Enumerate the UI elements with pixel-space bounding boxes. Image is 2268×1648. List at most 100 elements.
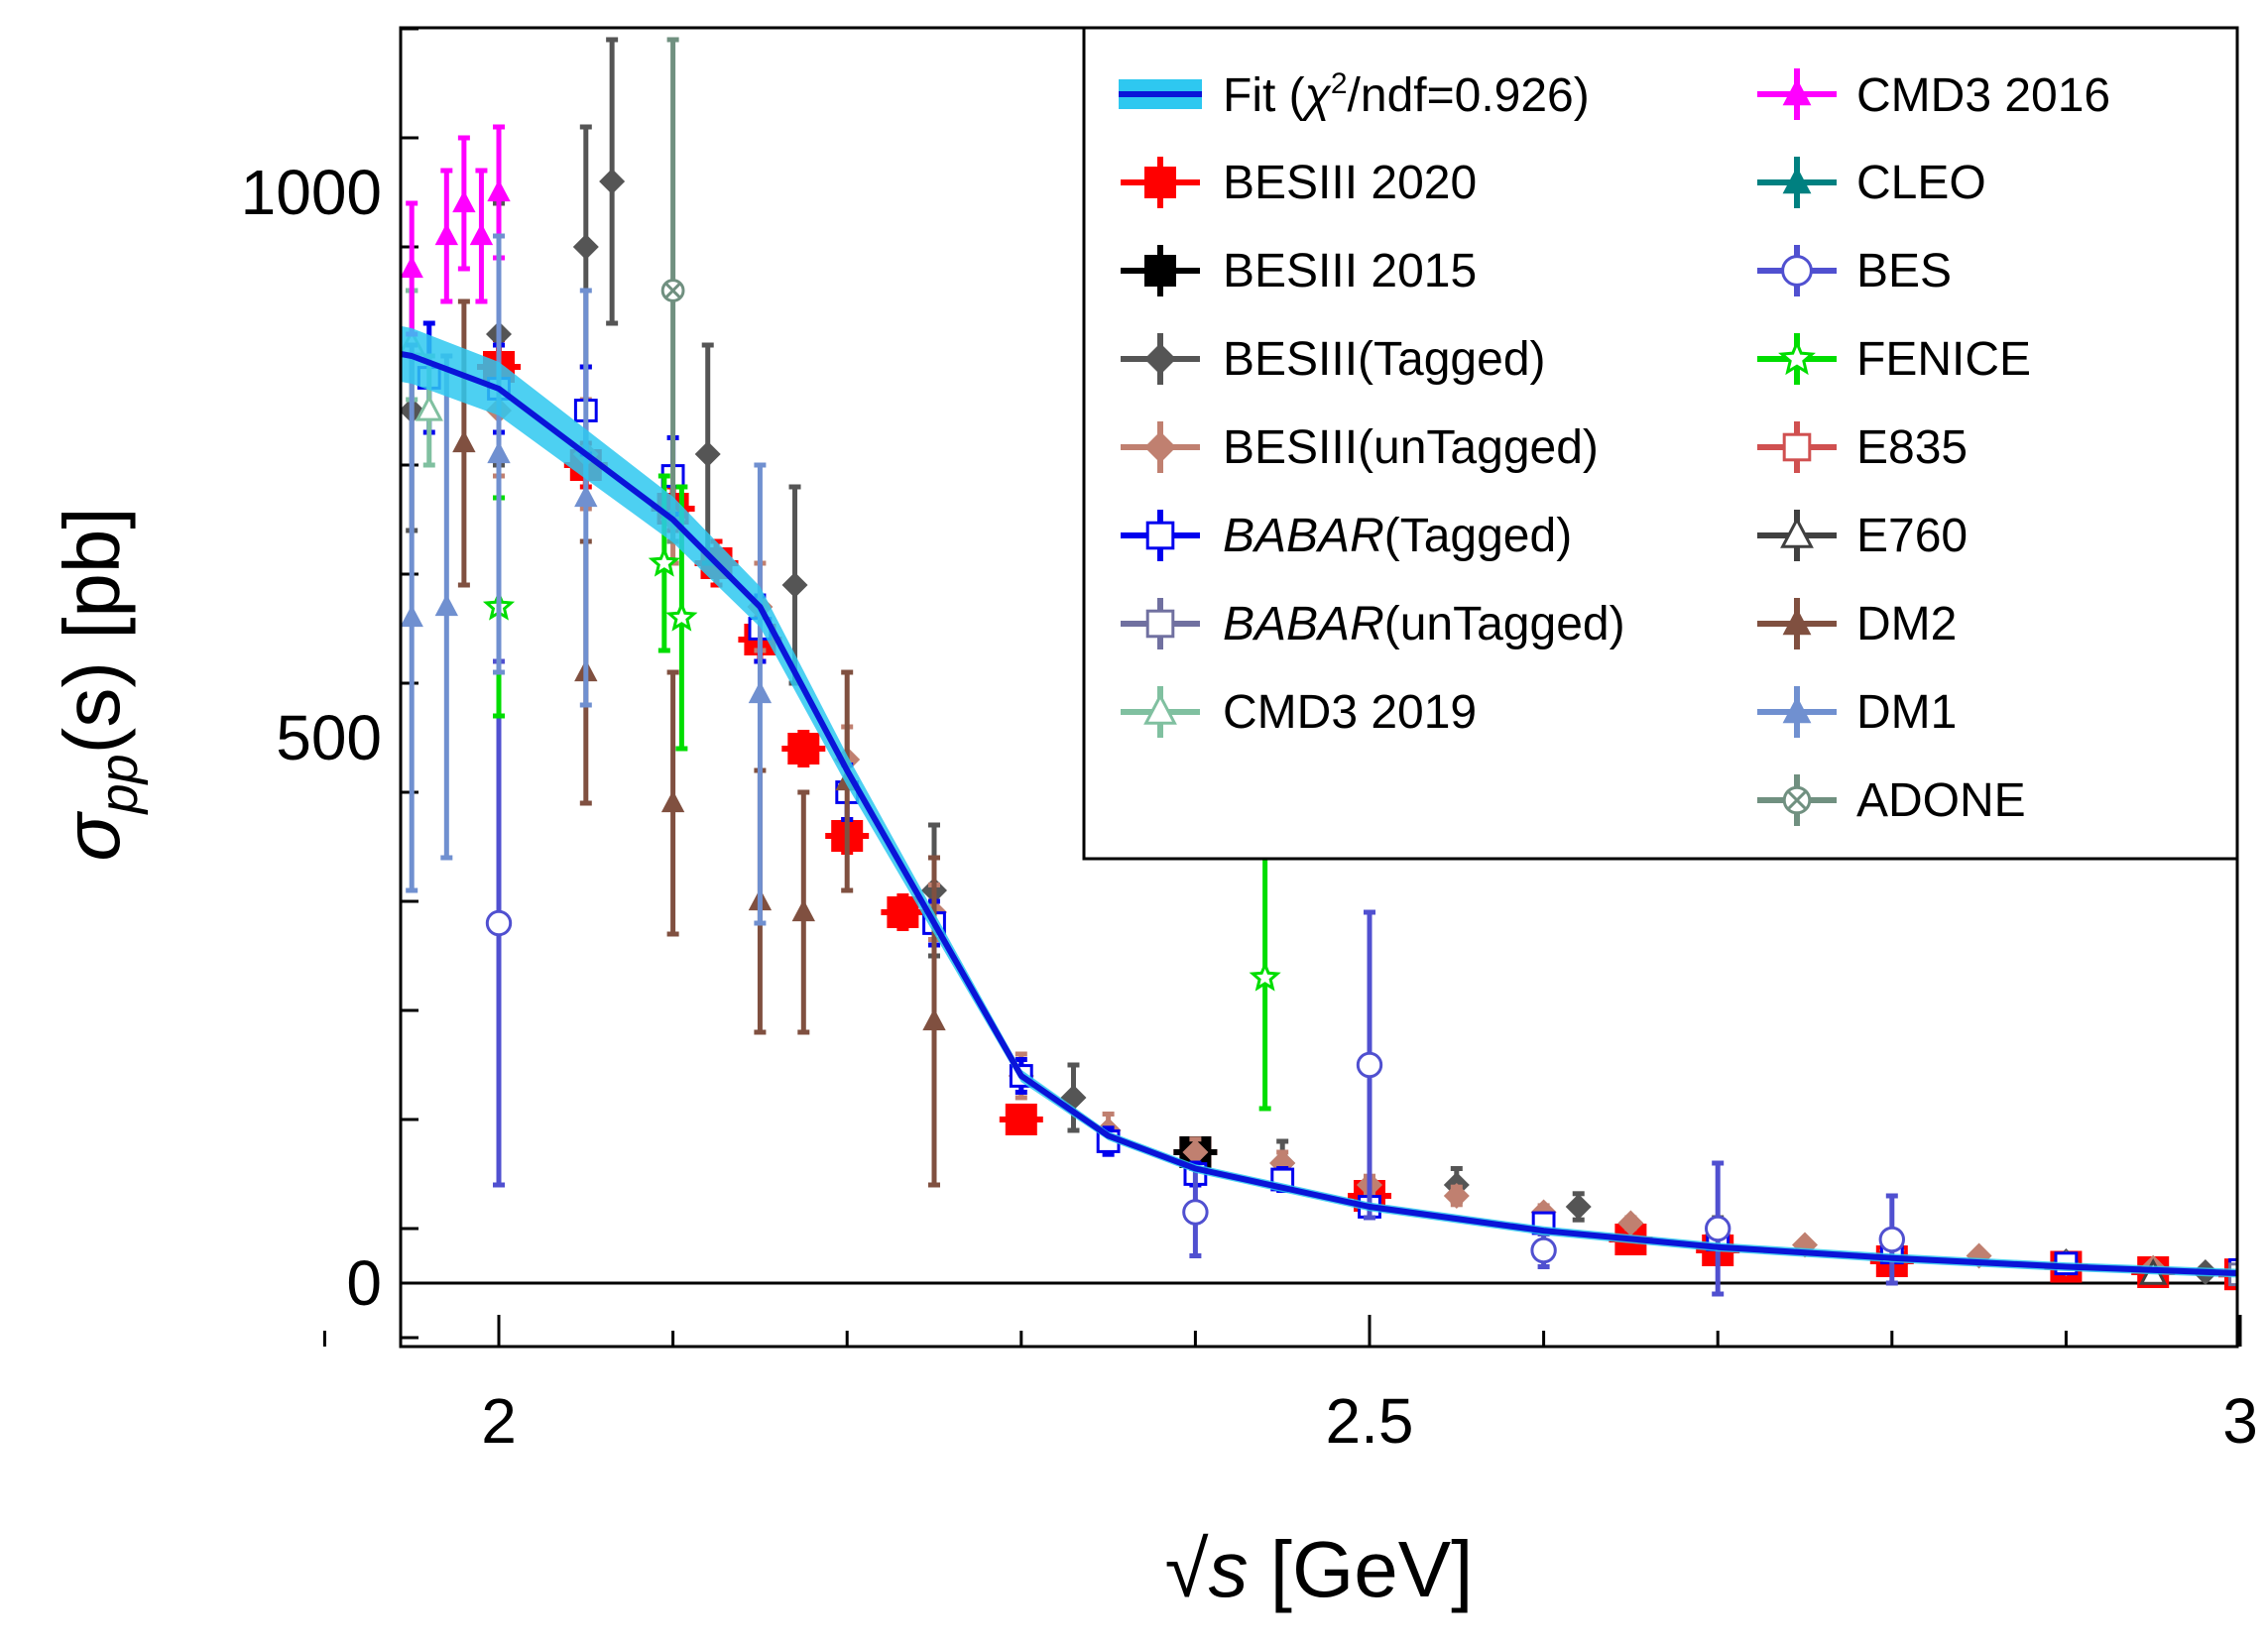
legend-marker-dm2 — [1757, 598, 1837, 649]
data-point — [660, 279, 685, 302]
data-point — [1530, 1236, 1557, 1264]
legend-frame — [1082, 26, 2239, 861]
data-point — [787, 733, 820, 765]
data-point — [665, 601, 698, 632]
data-point — [648, 546, 680, 577]
legend-label-cmd3-2016: CMD3 2016 — [1856, 69, 2110, 122]
legend-marker-besiii-untagged- — [1121, 421, 1200, 473]
legend-marker-besiii-2015 — [1121, 245, 1200, 296]
legend-label-fenice: FENICE — [1856, 333, 2031, 386]
x-axis-label: √s [GeV] — [1165, 1525, 1474, 1613]
data-point — [922, 1008, 946, 1031]
y-axis-label: σpp(s) [pb] — [48, 507, 149, 861]
data-point — [1249, 961, 1281, 992]
legend-marker-e760 — [1757, 510, 1837, 561]
legend-label-e835: E835 — [1856, 421, 1968, 474]
legend-label-besiii-2020: BESIII 2020 — [1223, 157, 1477, 209]
legend-marker-dm1 — [1757, 686, 1837, 738]
data-point — [1145, 521, 1175, 550]
data-point — [1705, 1215, 1731, 1242]
x-tick-label: 2.5 — [1326, 1385, 1414, 1457]
fit-curve — [401, 325, 2237, 1278]
data-point — [452, 190, 476, 213]
data-point — [1782, 432, 1812, 462]
data-point — [280, 433, 300, 454]
data-point — [1144, 255, 1176, 287]
y-tick-label: 0 — [346, 1247, 382, 1319]
data-point — [1782, 167, 1812, 194]
legend: Fit (χ2/ndf=0.926) BESIII 2020 BESIII 20… — [1082, 26, 2239, 861]
data-point — [781, 572, 808, 598]
legend-label-besiii-tagged: BESIII(Tagged) — [1223, 333, 1546, 386]
data-point — [1145, 609, 1175, 639]
x-tick-label: 3 — [2222, 1385, 2258, 1457]
data-point — [1617, 1210, 1644, 1236]
data-point — [1878, 1226, 1906, 1253]
legend-marker-cmd3-2016 — [1757, 68, 1837, 120]
data-point — [487, 441, 511, 464]
data-point — [415, 394, 443, 421]
data-point — [791, 899, 815, 922]
data-point — [452, 430, 476, 453]
data-point — [401, 605, 423, 628]
data-point — [1144, 343, 1176, 375]
legend-marker-babar-tagged- — [1121, 510, 1200, 561]
data-point — [469, 223, 494, 246]
marker-cross — [663, 282, 682, 299]
data-point — [349, 401, 370, 421]
tick-labels: 22.533.5405001000 — [241, 157, 2258, 1457]
legend-label-e760: E760 — [1856, 510, 1968, 562]
legend-marker-e835 — [1757, 421, 1837, 473]
legend-label-adone: ADONE — [1856, 774, 2026, 827]
legend-marker-besiii-tagged- — [1121, 333, 1200, 385]
data-point — [1782, 696, 1812, 724]
data-point — [279, 376, 301, 398]
legend-label-bes: BES — [1856, 245, 1952, 297]
data-point — [434, 594, 459, 617]
data-point — [1144, 167, 1176, 198]
data-point — [748, 681, 773, 704]
data-point — [485, 909, 513, 937]
data-point — [365, 289, 388, 310]
data-point — [273, 954, 296, 976]
series-dm1 — [401, 233, 773, 926]
legend-marker-fenice — [1757, 333, 1837, 385]
data-point — [287, 321, 309, 343]
y-tick-label: 500 — [276, 702, 382, 773]
legend-label-cleo: CLEO — [1856, 157, 1986, 209]
legend-markers — [1119, 68, 1837, 826]
data-point — [365, 278, 388, 299]
data-point — [1781, 255, 1813, 287]
legend-marker-bes — [1757, 245, 1837, 296]
data-point — [434, 223, 459, 246]
data-point — [1144, 431, 1176, 463]
svg-text:σpp(s) [pb]: σpp(s) [pb] — [48, 507, 149, 861]
data-point — [887, 896, 919, 928]
series-bes — [485, 658, 1906, 1297]
legend-marker-cleo — [1757, 157, 1837, 208]
legend-label-dm1: DM1 — [1856, 686, 1957, 739]
legend-label-babar-untagged: BABAR(unTagged) — [1223, 598, 1625, 650]
data-point — [574, 485, 598, 508]
data-point — [1182, 1199, 1209, 1226]
fit-line — [401, 350, 2237, 1276]
data-point — [1782, 785, 1812, 815]
data-point — [1778, 339, 1816, 376]
data-point — [694, 441, 721, 467]
data-point — [1182, 1139, 1209, 1165]
data-point — [572, 234, 599, 260]
data-point — [401, 256, 423, 279]
x-tick-label: 2 — [481, 1385, 517, 1457]
data-point — [1005, 1104, 1037, 1135]
data-point — [1143, 692, 1177, 725]
series-cmd3-2019 — [273, 70, 443, 976]
data-point — [296, 70, 318, 92]
data-point — [1782, 608, 1812, 636]
data-point — [275, 845, 298, 867]
legend-fit-label: Fit (χ2/ndf=0.926) — [1223, 67, 1590, 122]
data-point — [1565, 1194, 1592, 1220]
data-point — [311, 419, 337, 445]
data-point — [487, 179, 511, 202]
legend-marker-babar-untagged- — [1121, 598, 1200, 649]
